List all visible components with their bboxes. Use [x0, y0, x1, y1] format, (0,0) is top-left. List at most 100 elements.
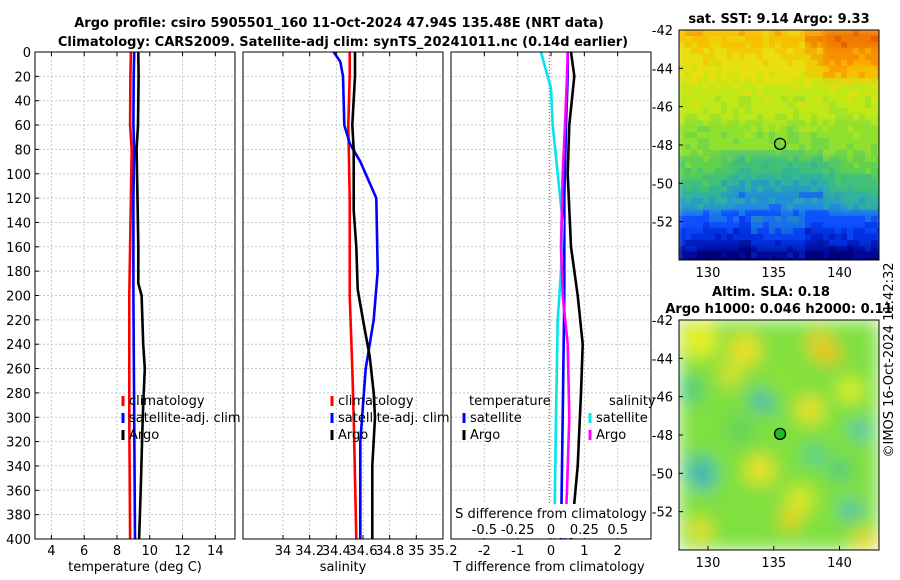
- sla-anomaly-blob: [679, 378, 702, 402]
- s-diff-tick-label: 0: [547, 523, 555, 538]
- sst-cell: [703, 168, 710, 175]
- sst-cell: [697, 132, 704, 139]
- sst-cell: [877, 54, 879, 61]
- difference-legend: temperature salinity satellite Argo satellit…: [462, 394, 656, 443]
- sst-cell: [679, 252, 686, 259]
- sst-smooth-cell: [877, 228, 879, 247]
- sst-cell: [769, 156, 776, 163]
- sst-cell: [715, 186, 722, 193]
- sst-smooth-cell: [877, 138, 879, 157]
- sla-anomaly-blob: [796, 396, 824, 424]
- sst-cell: [697, 204, 704, 211]
- sst-cell: [751, 252, 758, 259]
- sst-cell: [679, 186, 686, 193]
- sst-cell: [751, 48, 758, 55]
- sst-cell: [703, 78, 710, 85]
- sst-cell: [829, 114, 836, 121]
- sst-cell: [733, 54, 740, 61]
- sst-cell: [877, 84, 879, 91]
- y-tick-label: 60: [14, 119, 31, 134]
- sst-cell: [787, 36, 794, 43]
- sst-cell: [757, 252, 764, 259]
- sst-cell: [679, 42, 686, 49]
- sst-cell: [685, 120, 692, 127]
- sst-cell: [685, 180, 692, 187]
- sst-cell: [709, 36, 716, 43]
- sst-cell: [715, 198, 722, 205]
- sst-cell: [757, 66, 764, 73]
- sst-cell: [793, 72, 800, 79]
- sst-cell: [835, 174, 842, 181]
- sst-cell: [853, 108, 860, 115]
- sst-cell: [721, 186, 728, 193]
- sst-cell: [793, 186, 800, 193]
- sst-cell: [685, 84, 692, 91]
- sst-cell: [739, 180, 746, 187]
- sst-cell: [709, 234, 716, 241]
- sst-cell: [811, 36, 818, 43]
- sst-cell: [805, 54, 812, 61]
- sst-cell: [775, 114, 782, 121]
- sst-cell: [787, 216, 794, 223]
- sst-cell: [859, 258, 866, 260]
- sst-cell: [715, 174, 722, 181]
- sst-cell: [871, 90, 878, 97]
- sst-cell: [709, 174, 716, 181]
- sst-cell: [817, 126, 824, 133]
- sst-cell: [829, 186, 836, 193]
- sst-cell: [745, 66, 752, 73]
- sst-cell: [841, 210, 848, 217]
- sst-cell: [727, 240, 734, 247]
- sst-cell: [835, 102, 842, 109]
- sst-cell: [871, 168, 878, 175]
- sst-cell: [799, 48, 806, 55]
- sst-cell: [853, 192, 860, 199]
- sst-cell: [769, 90, 776, 97]
- sst-cell: [745, 42, 752, 49]
- sst-cell: [763, 246, 770, 253]
- sst-cell: [847, 192, 854, 199]
- sst-cell: [811, 96, 818, 103]
- sst-cell: [859, 96, 866, 103]
- sst-cell: [679, 108, 686, 115]
- sst-cell: [781, 90, 788, 97]
- sst-cell: [709, 60, 716, 67]
- sst-cell: [709, 96, 716, 103]
- y-tick-label: 380: [6, 509, 31, 524]
- sst-cell: [841, 168, 848, 175]
- sst-cell: [697, 210, 704, 217]
- sst-cell: [733, 96, 740, 103]
- sst-cell: [811, 108, 818, 115]
- sst-cell: [817, 228, 824, 235]
- sst-cell: [865, 96, 872, 103]
- sst-cell: [739, 222, 746, 229]
- sst-cell: [871, 180, 878, 187]
- sst-cell: [745, 48, 752, 55]
- sst-cell: [679, 78, 686, 85]
- sst-cell: [787, 138, 794, 145]
- sst-cell: [847, 174, 854, 181]
- sst-cell: [739, 60, 746, 67]
- sst-cell: [751, 78, 758, 85]
- sst-cell: [841, 234, 848, 241]
- sst-cell: [877, 96, 879, 103]
- sst-cell: [847, 204, 854, 211]
- sst-cell: [727, 258, 734, 260]
- sst-cell: [811, 174, 818, 181]
- sst-cell: [859, 72, 866, 79]
- sst-cell: [847, 240, 854, 247]
- sst-cell: [865, 102, 872, 109]
- sst-cell: [739, 246, 746, 253]
- sst-cell: [787, 126, 794, 133]
- sst-cell: [775, 192, 782, 199]
- sst-cell: [757, 90, 764, 97]
- sst-cell: [847, 198, 854, 205]
- sst-cell: [871, 84, 878, 91]
- sst-cell: [739, 72, 746, 79]
- sst-cell: [763, 222, 770, 229]
- sst-cell: [703, 72, 710, 79]
- sst-cell: [811, 132, 818, 139]
- sst-cell: [859, 168, 866, 175]
- sst-cell: [835, 54, 842, 61]
- sst-cell: [823, 168, 830, 175]
